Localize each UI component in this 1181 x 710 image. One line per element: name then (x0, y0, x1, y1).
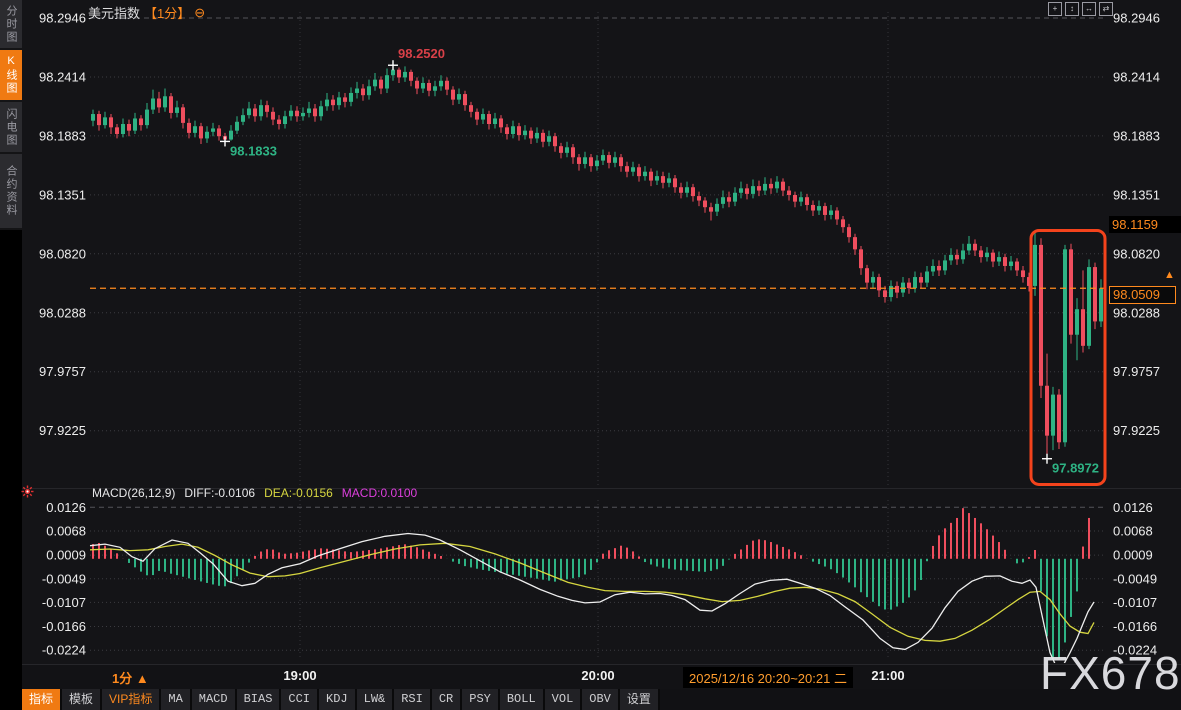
gridlines (22, 12, 1181, 660)
indicator-boll[interactable]: BOLL (499, 689, 545, 710)
session-high-price-label: 98.1159 (1109, 216, 1181, 233)
indicator-ma[interactable]: MA (161, 689, 192, 710)
chart-type-sidebar: 分时图 K线图 闪电图 合约资料 (0, 0, 22, 710)
time-axis: 1分 ▲ 19:00 20:00 21:00 2025/12/16 20:20~… (22, 664, 1181, 690)
time-tick-21: 21:00 (871, 668, 905, 683)
scale-x-axis-icon[interactable]: ↔ (1082, 2, 1096, 16)
indicator-psy[interactable]: PSY (462, 689, 500, 710)
selected-time-range: 2025/12/16 20:20~20:21 二 (683, 667, 853, 688)
svg-text:98.2946: 98.2946 (39, 10, 86, 25)
axis-tick-labels: 98.2946 98.2946 98.2414 98.2414 98.1883 98.18… (39, 10, 1160, 657)
svg-text:98.2946: 98.2946 (1113, 10, 1160, 25)
indicator-lw[interactable]: LW& (356, 689, 395, 710)
svg-text:98.0820: 98.0820 (1113, 246, 1160, 261)
indicator-rsi[interactable]: RSI (394, 689, 432, 710)
macd-diff-value: DIFF:-0.0106 (184, 486, 256, 500)
svg-text:98.0288: 98.0288 (39, 305, 86, 320)
svg-text:97.9757: 97.9757 (39, 364, 86, 379)
candles-layer (91, 65, 1103, 459)
tab-indicator[interactable]: 指标 (22, 689, 63, 710)
svg-text:-0.0107: -0.0107 (42, 595, 86, 610)
svg-text:-0.0224: -0.0224 (1113, 643, 1157, 658)
period-badge: 【1分】 (144, 6, 191, 21)
svg-text:98.2414: 98.2414 (1113, 69, 1160, 84)
svg-text:0.0068: 0.0068 (1113, 524, 1153, 539)
svg-text:97.9225: 97.9225 (1113, 423, 1160, 438)
svg-text:-0.0166: -0.0166 (1113, 619, 1157, 634)
indicator-cr[interactable]: CR (431, 689, 463, 710)
instrument-name: 美元指数 (88, 6, 141, 21)
svg-text:-0.0166: -0.0166 (42, 619, 86, 634)
svg-text:0.0009: 0.0009 (1113, 548, 1153, 563)
highlight-box (1029, 228, 1107, 486)
svg-text:-0.0107: -0.0107 (1113, 595, 1157, 610)
sidebar-tab-flash[interactable]: 闪电图 (0, 102, 22, 154)
sidebar-tab-timeline[interactable]: 分时图 (0, 0, 22, 50)
svg-text:98.0288: 98.0288 (1113, 305, 1160, 320)
reset-view-icon[interactable]: ⇄ (1099, 2, 1113, 16)
period-selector[interactable]: 1分 ▲ (112, 671, 149, 686)
indicator-kdj[interactable]: KDJ (319, 689, 357, 710)
settings-button[interactable]: 设置 (619, 689, 660, 710)
indicator-toolbar: 指标 模板 VIP指标 MA MACD BIAS CCI KDJ LW& RSI… (22, 689, 1181, 710)
macd-layer (89, 508, 1095, 663)
svg-text:97.8972: 97.8972 (1052, 461, 1099, 476)
svg-text:98.2520: 98.2520 (398, 46, 445, 61)
svg-text:98.1351: 98.1351 (1113, 187, 1160, 202)
sidebar-tab-contract-info[interactable]: 合约资料 (0, 154, 22, 230)
time-tick-19: 19:00 (283, 668, 317, 683)
annotations-layer: 98.2520 98.1833 97.8972 (90, 46, 1108, 486)
svg-text:97.9225: 97.9225 (39, 423, 86, 438)
macd-hist-value: MACD:0.0100 (341, 486, 418, 500)
indicator-obv[interactable]: OBV (582, 689, 620, 710)
collapse-panel-icon[interactable]: ⊖ (194, 4, 206, 20)
svg-text:-0.0049: -0.0049 (42, 571, 86, 586)
svg-text:97.9757: 97.9757 (1113, 364, 1160, 379)
svg-text:98.1883: 98.1883 (1113, 128, 1160, 143)
svg-text:98.1351: 98.1351 (39, 187, 86, 202)
axis-toolbar: + ↕ ↔ ⇄ (1048, 2, 1113, 16)
price-up-arrow-icon: ▲ (1164, 269, 1175, 281)
svg-text:-0.0224: -0.0224 (42, 643, 86, 658)
svg-text:98.0820: 98.0820 (39, 246, 86, 261)
sidebar-tab-kline[interactable]: K线图 (0, 50, 22, 102)
indicator-cci[interactable]: CCI (281, 689, 320, 710)
svg-text:0.0009: 0.0009 (46, 548, 86, 563)
scale-y-axis-icon[interactable]: ↕ (1065, 2, 1079, 16)
svg-text:0.0126: 0.0126 (1113, 500, 1153, 515)
svg-text:0.0068: 0.0068 (46, 524, 86, 539)
macd-params: MACD(26,12,9) (92, 486, 176, 500)
svg-text:-0.0049: -0.0049 (1113, 571, 1157, 586)
svg-text:98.1883: 98.1883 (39, 128, 86, 143)
time-tick-20: 20:00 (581, 668, 615, 683)
current-price-label: 98.0509 (1109, 286, 1176, 304)
tab-vip-indicator[interactable]: VIP指标 (102, 689, 162, 710)
indicator-vol[interactable]: VOL (544, 689, 583, 710)
svg-text:0.0126: 0.0126 (46, 500, 86, 515)
tab-template[interactable]: 模板 (62, 689, 103, 710)
pan-tool-icon[interactable]: + (1048, 2, 1062, 16)
indicator-macd[interactable]: MACD (191, 689, 237, 710)
svg-text:98.2414: 98.2414 (39, 69, 86, 84)
macd-header: MACD(26,12,9) DIFF:-0.0106 DEA:-0.0156 M… (92, 486, 417, 500)
macd-dea-value: DEA:-0.0156 (264, 486, 333, 500)
svg-text:98.1833: 98.1833 (230, 143, 277, 158)
indicator-settings-icon[interactable] (21, 485, 34, 503)
chart-title: 美元指数 【1分】 ⊖ (88, 3, 205, 22)
indicator-bias[interactable]: BIAS (236, 689, 282, 710)
